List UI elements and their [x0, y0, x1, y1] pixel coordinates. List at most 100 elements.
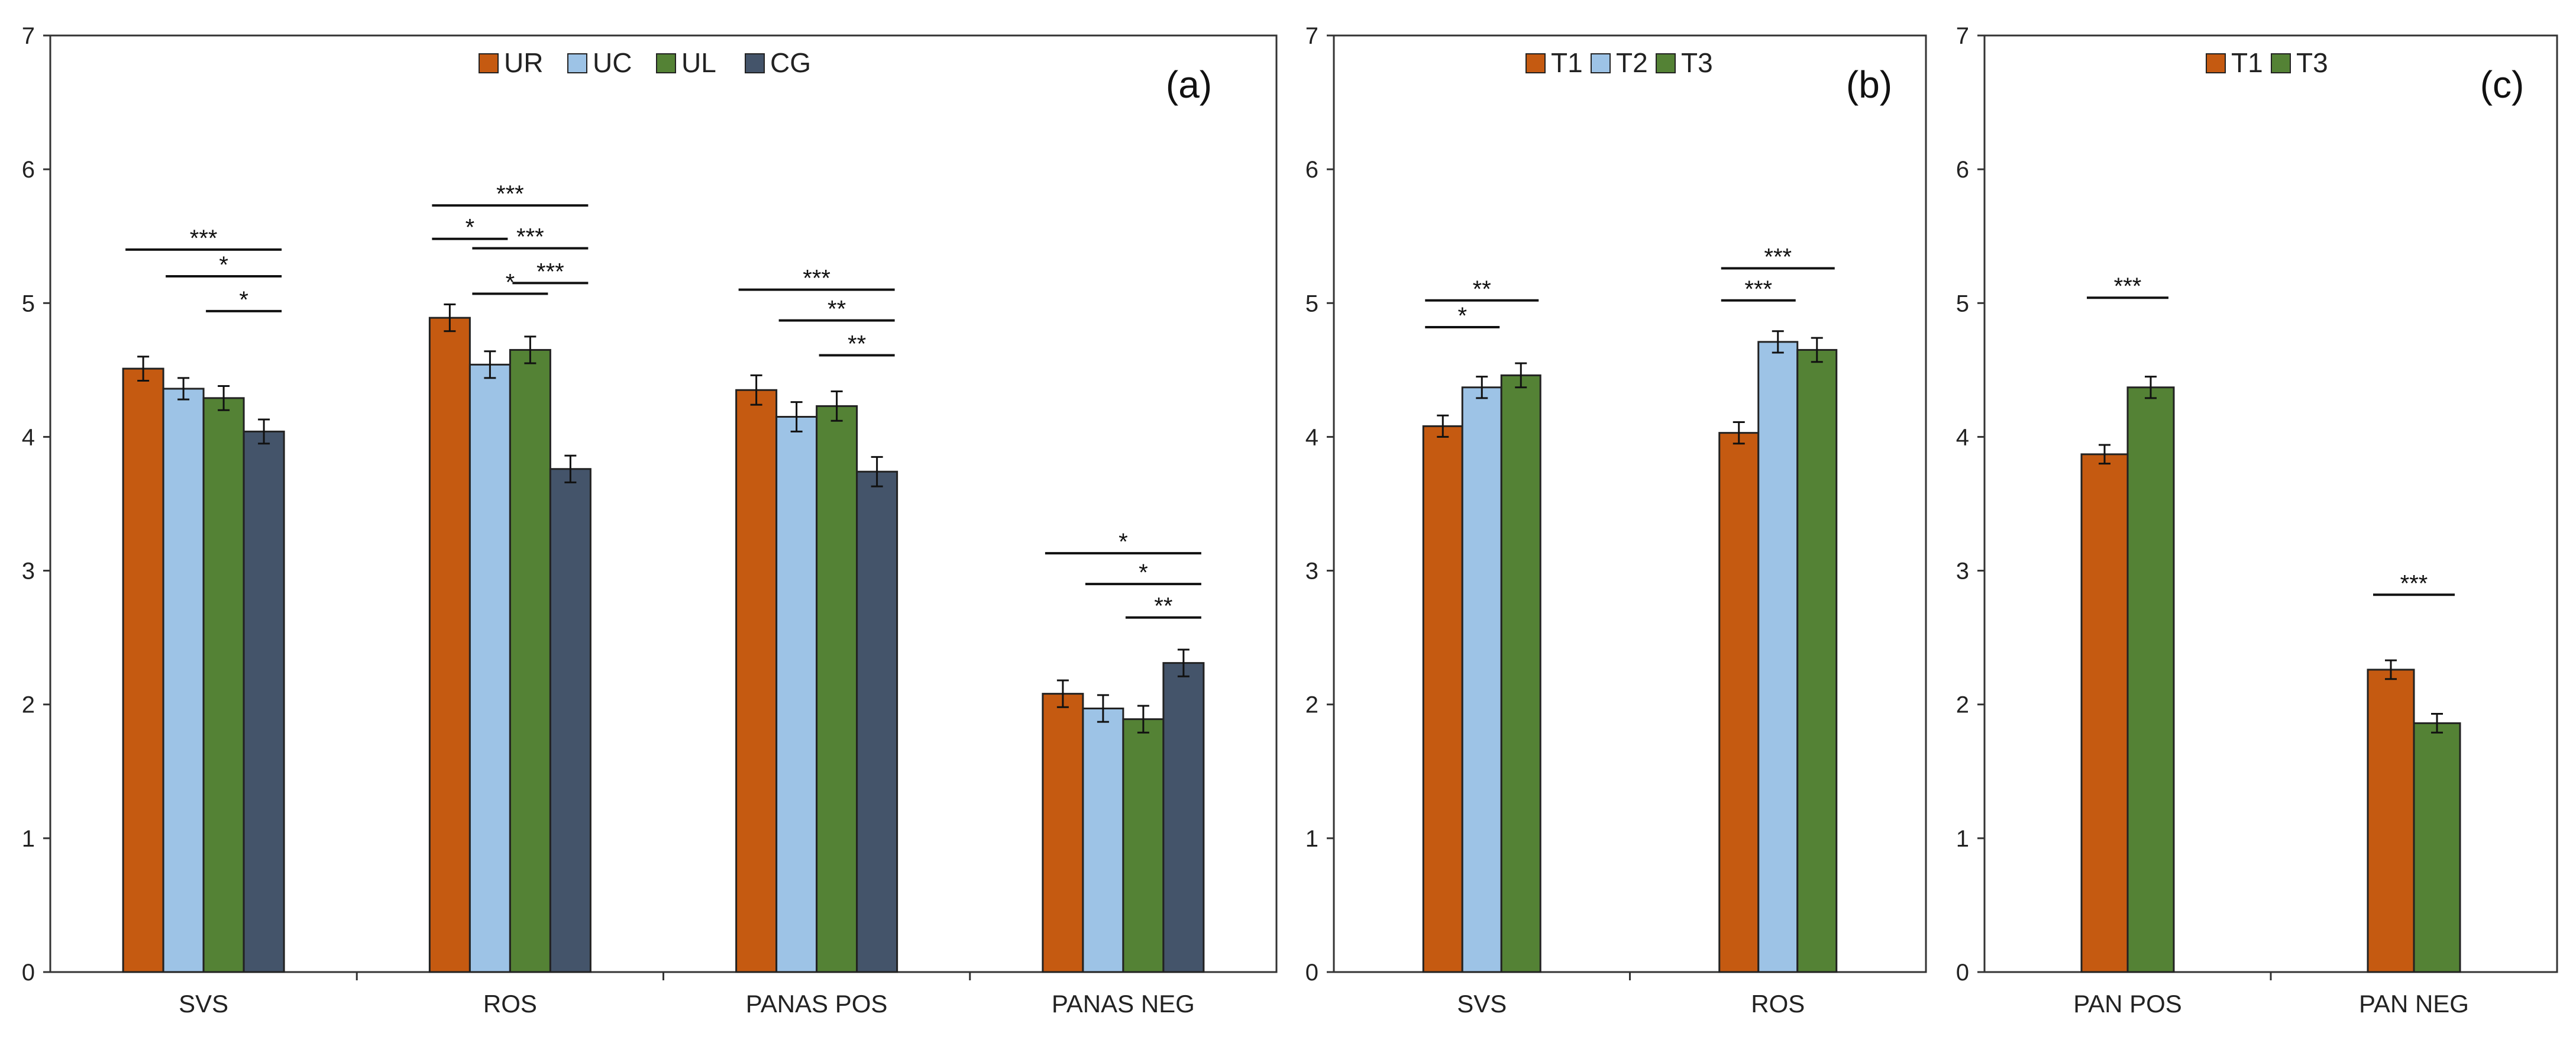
y-tick-label: 0 [22, 960, 35, 986]
y-tick-label: 6 [1956, 157, 1969, 183]
significance-label: * [1119, 529, 1128, 555]
significance-label: *** [1764, 244, 1792, 270]
x-tick-label: ROS [483, 990, 537, 1018]
x-tick-label: PAN NEG [2359, 990, 2469, 1018]
significance-label: *** [2400, 570, 2428, 596]
legend: T1 T3 [2206, 47, 2328, 78]
significance-label: *** [190, 225, 218, 251]
bar [202, 397, 245, 973]
panel-label: (a) [1166, 63, 1212, 106]
significance-label: * [1457, 303, 1467, 329]
bar [122, 367, 164, 973]
bar [1422, 425, 1463, 973]
significance-label: ** [1473, 276, 1491, 302]
bar [2367, 669, 2415, 973]
bar [816, 405, 858, 973]
bar [549, 468, 592, 973]
significance-label: * [1139, 560, 1148, 586]
legend-label: UR [504, 47, 543, 78]
legend-label: T1 [1551, 47, 1583, 78]
significance-label: *** [803, 266, 830, 292]
bar [1796, 348, 1838, 973]
y-tick-label: 4 [1956, 424, 1969, 450]
significance-label: * [239, 287, 248, 313]
legend-swatch [479, 53, 499, 73]
y-tick-label: 7 [1956, 23, 1969, 49]
y-tick-label: 3 [22, 558, 35, 585]
y-tick-label: 2 [1305, 692, 1318, 718]
y-tick-label: 7 [22, 23, 35, 49]
y-tick-label: 0 [1305, 960, 1318, 986]
bar [1082, 707, 1124, 973]
legend-swatch [745, 53, 765, 73]
bar [1042, 693, 1084, 973]
x-tick-label: PANAS NEG [1052, 990, 1195, 1018]
bar [2126, 386, 2175, 973]
chart-panel-c: 0 1 2 3 4 5 6 7 PAN POS PAN NEG *** *** T1 T3 (c) [1956, 23, 2558, 1018]
legend-label: UL [681, 47, 716, 78]
bar [509, 348, 551, 973]
bar [2413, 722, 2461, 973]
significance-label: ** [848, 331, 866, 357]
legend-label: T2 [1616, 47, 1648, 78]
significance-label: *** [536, 259, 564, 285]
bar [1461, 386, 1502, 973]
bar [1718, 432, 1760, 973]
legend-swatch [656, 53, 676, 73]
bar [1162, 662, 1205, 973]
y-tick-label: 1 [1956, 826, 1969, 852]
legend-label: UC [593, 47, 632, 78]
y-tick-label: 2 [1956, 692, 1969, 718]
legend-swatch [2271, 53, 2291, 73]
significance-label: *** [2114, 273, 2142, 299]
bar [1757, 341, 1799, 973]
y-tick-label: 6 [1305, 157, 1318, 183]
legend-label: T3 [2296, 47, 2328, 78]
significance-label: ** [1154, 593, 1172, 619]
y-tick-label: 4 [22, 424, 35, 450]
bar [856, 470, 898, 973]
significance-label: * [506, 269, 515, 295]
x-tick-label: ROS [1751, 990, 1805, 1018]
bar [735, 389, 778, 973]
legend-swatch [2206, 53, 2226, 73]
x-tick-label: SVS [179, 990, 228, 1018]
legend-swatch [1656, 53, 1676, 73]
legend: UR UC UL CG [479, 47, 811, 78]
significance-label: *** [1744, 276, 1772, 302]
bar [1500, 374, 1541, 973]
bar [428, 317, 471, 973]
y-tick-label: 7 [1305, 23, 1318, 49]
x-tick-label: PANAS POS [746, 990, 888, 1018]
panel-label: (b) [1846, 63, 1892, 106]
y-tick-label: 3 [1956, 558, 1969, 585]
legend-swatch [1525, 53, 1546, 73]
panel-label: (c) [2480, 63, 2525, 106]
bar [468, 363, 511, 973]
significance-label: ** [828, 296, 846, 322]
bar [775, 416, 818, 973]
bar [243, 430, 285, 973]
significance-label: * [219, 252, 228, 278]
significance-label: *** [496, 181, 524, 207]
y-tick-label: 5 [22, 290, 35, 317]
bar [162, 388, 205, 973]
y-tick-label: 4 [1305, 424, 1318, 450]
x-tick-label: SVS [1457, 990, 1507, 1018]
bar [1122, 718, 1165, 973]
legend-label: T1 [2231, 47, 2263, 78]
y-tick-label: 2 [22, 692, 35, 718]
y-tick-label: 3 [1305, 558, 1318, 585]
y-tick-label: 6 [22, 157, 35, 183]
significance-label: *** [516, 224, 544, 250]
significance-label: * [466, 215, 475, 241]
legend: T1 T2 T3 [1525, 47, 1713, 78]
legend-swatch [1591, 53, 1611, 73]
bar [2080, 453, 2129, 973]
legend-label: CG [770, 47, 811, 78]
x-tick-label: PAN POS [2073, 990, 2182, 1018]
